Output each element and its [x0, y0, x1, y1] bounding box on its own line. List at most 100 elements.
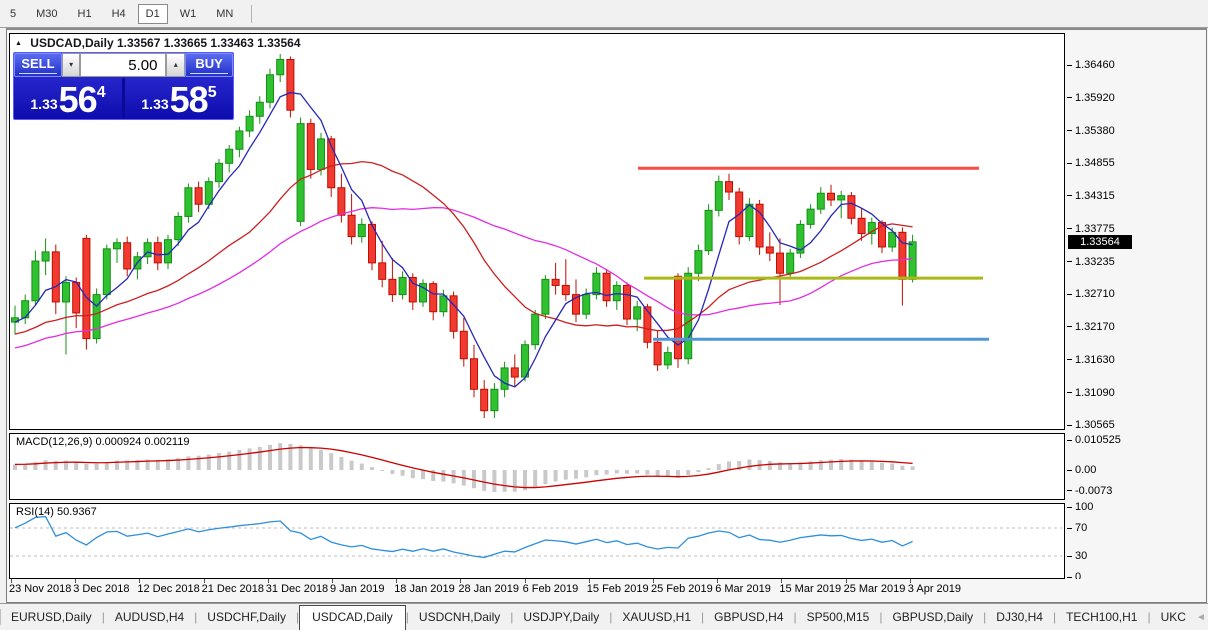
tab-separator: | [194, 610, 198, 624]
buy-price-display[interactable]: 1.33 58 5 [125, 78, 233, 119]
timeframe-button-h4[interactable]: H4 [111, 7, 126, 20]
tab-xauusd-h1[interactable]: XAUUSD,H1 [622, 610, 692, 624]
sell-price-display[interactable]: 1.33 56 4 [14, 78, 125, 119]
toolbar-separator [251, 4, 253, 23]
chevron-up-icon: ▴ [173, 60, 178, 69]
tab-gbpusd-h4[interactable]: GBPUSD,H4 [714, 610, 784, 624]
rsi-axis-tick [1067, 576, 1072, 578]
tab-dj30-h4[interactable]: DJ30,H4 [996, 610, 1043, 624]
date-axis-label: 21 Dec 2018 [201, 583, 264, 595]
date-axis-tick [845, 579, 847, 583]
tab-separator: | [510, 610, 514, 624]
rsi-panel[interactable]: RSI(14) 50.9367 [9, 503, 1065, 579]
price-axis-label: 1.35380 [1075, 124, 1115, 137]
sell-price-prefix: 1.33 [30, 96, 58, 112]
tab-separator: | [295, 610, 300, 624]
price-axis-label: 1.34315 [1075, 189, 1115, 202]
date-axis-tick [588, 579, 590, 583]
price-axis-label: 1.31090 [1075, 386, 1115, 399]
date-axis-label: 18 Jan 2019 [394, 583, 455, 595]
tab-separator: | [983, 610, 987, 624]
tab-separator: | [793, 610, 797, 624]
timeframe-button-mn[interactable]: MN [216, 7, 234, 20]
price-axis-label: 1.32170 [1075, 320, 1115, 333]
rsi-axis[interactable]: 100 70 30 0 [1066, 501, 1204, 583]
date-axis-tick [75, 579, 77, 583]
date-axis-tick [524, 579, 526, 583]
date-axis-tick [11, 579, 12, 583]
price-axis-label: 1.32710 [1075, 288, 1115, 300]
date-axis-label: 25 Feb 2019 [651, 583, 713, 595]
rsi-axis-label: 70 [1075, 522, 1088, 534]
sell-price-point: 4 [96, 84, 106, 101]
tab-separator: | [609, 610, 613, 624]
date-axis-label: 31 Dec 2018 [265, 583, 329, 595]
timeframe-button-5[interactable]: 5 [10, 7, 17, 20]
tab-gbpusd-daily[interactable]: GBPUSD,Daily [892, 610, 974, 624]
current-price-tag: 1.33564 [1068, 234, 1132, 249]
tab-sp500-m15[interactable]: SP500,M15 [806, 610, 870, 624]
date-axis[interactable]: 23 Nov 2018 3 Dec 2018 12 Dec 2018 21 Dec 2… [9, 579, 1109, 601]
tab-separator: | [1052, 610, 1057, 624]
timeframe-button-m30[interactable]: M30 [36, 7, 58, 20]
date-axis-label: 28 Jan 2019 [458, 583, 519, 595]
tab-ukc[interactable]: UKC [1160, 610, 1186, 624]
buy-button[interactable]: BUY [185, 53, 233, 77]
timeframe-button-w1[interactable]: W1 [179, 7, 197, 20]
price-axis-label: 1.34855 [1075, 157, 1115, 169]
date-axis-tick [332, 579, 333, 583]
date-axis-tick [139, 579, 141, 583]
date-axis-tick [460, 579, 462, 583]
tab-scroll-arrows: ◄► [1196, 612, 1208, 623]
price-axis-label: 1.30565 [1075, 419, 1115, 431]
date-axis-label: 3 Dec 2018 [73, 583, 130, 595]
tab-separator: | [405, 610, 409, 624]
volume-input[interactable] [80, 53, 167, 77]
tab-eurusd-daily[interactable]: EURUSD,Daily [11, 610, 92, 624]
macd-axis-label: 0.00 [1075, 464, 1097, 476]
candlestick-canvas[interactable] [10, 34, 1062, 427]
tab-usdjpy-daily[interactable]: USDJPY,Daily [523, 610, 600, 624]
price-axis-label: 1.31630 [1075, 353, 1115, 366]
price-axis-tick [1067, 392, 1072, 394]
collapse-triangle-icon[interactable]: ▲ [15, 40, 22, 47]
rsi-axis-label: 0 [1075, 571, 1082, 583]
rsi-axis-tick [1067, 506, 1072, 508]
sell-button[interactable]: SELL [14, 53, 62, 77]
tab-usdchf-daily[interactable]: USDCHF,Daily [207, 610, 286, 624]
tab-audusd-h4[interactable]: AUDUSD,H4 [114, 610, 185, 624]
macd-axis-label: 0.010525 [1075, 434, 1121, 446]
tab-separator: | [879, 610, 883, 624]
date-axis-tick [267, 579, 269, 583]
tab-tech100-h1[interactable]: TECH100,H1 [1066, 610, 1138, 624]
price-axis-tick [1067, 424, 1072, 426]
price-chart-panel[interactable]: ▲ USDCAD,Daily 1.33567 1.33665 1.33463 1… [9, 33, 1065, 430]
macd-panel[interactable]: MACD(12,26,9) 0.000924 0.002119 [9, 433, 1065, 500]
tab-usdcnh-daily[interactable]: USDCNH,Daily [418, 610, 501, 624]
price-axis-label: 1.33235 [1075, 255, 1115, 268]
tabbar-lead [0, 609, 1, 625]
buy-price-prefix: 1.33 [141, 96, 169, 112]
macd-axis[interactable]: 0.010525 0.00 -0.0073 [1066, 433, 1204, 500]
macd-axis-tick [1067, 439, 1072, 441]
price-axis-tick [1067, 162, 1072, 164]
date-axis-tick [653, 579, 654, 583]
timeframe-button-h1[interactable]: H1 [77, 7, 92, 20]
price-axis-tick [1067, 195, 1072, 197]
price-axis-tick [1067, 130, 1072, 132]
chart-title: ▲ USDCAD,Daily 1.33567 1.33665 1.33463 1… [15, 36, 301, 50]
date-axis-tick [909, 579, 911, 583]
chevron-down-icon: ▾ [69, 60, 74, 69]
date-axis-label: 6 Feb 2019 [522, 583, 579, 595]
date-axis-label: 12 Dec 2018 [137, 583, 200, 595]
tab-usdcad-daily[interactable]: USDCAD,Daily [299, 604, 406, 630]
volume-decrease-button[interactable]: ▾ [61, 53, 81, 77]
price-axis[interactable]: 1.36460 1.35920 1.35380 1.34855 1.34315 1.337… [1066, 33, 1204, 431]
macd-header: MACD(12,26,9) 0.000924 0.002119 [16, 436, 190, 448]
date-axis-tick [203, 579, 205, 583]
tab-scroll-left-icon[interactable]: ◄ [1195, 611, 1206, 623]
date-axis-label: 15 Mar 2019 [779, 583, 842, 595]
timeframe-button-d1[interactable]: D1 [137, 3, 168, 24]
volume-increase-button[interactable]: ▴ [166, 53, 186, 77]
rsi-axis-label: 100 [1075, 501, 1094, 513]
